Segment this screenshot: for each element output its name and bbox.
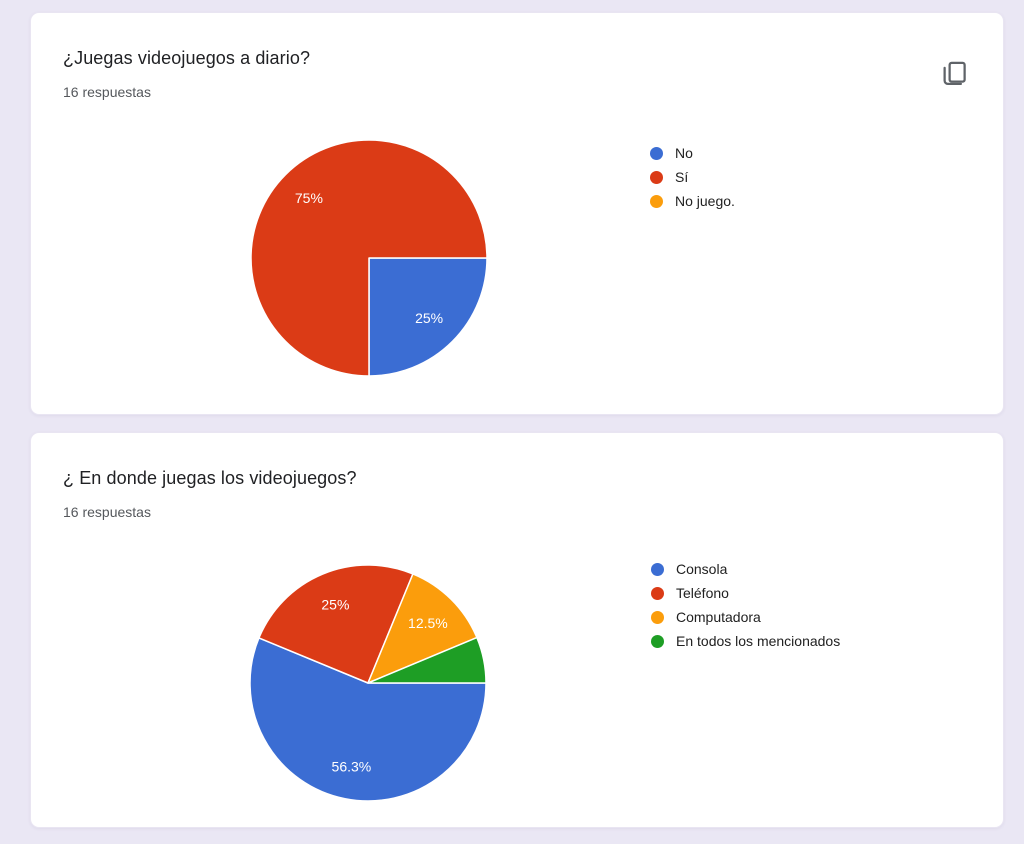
pie-slice-value-label: 25%	[415, 310, 443, 326]
legend-label: No juego.	[675, 193, 735, 209]
legend-item-telefono: Teléfono	[651, 581, 840, 605]
legend-item-si: Sí	[650, 165, 735, 189]
legend-color-dot	[650, 194, 663, 208]
legend-label: Teléfono	[676, 585, 729, 601]
question-title: ¿ En donde juegas los videojuegos?	[63, 468, 357, 488]
question-card-donde-juegas: ¿ En donde juegas los videojuegos? 16 re…	[30, 432, 1004, 828]
question-title: ¿Juegas videojuegos a diario?	[63, 48, 311, 68]
legend-label: En todos los mencionados	[676, 633, 841, 649]
pie-slice-value-label: 25%	[321, 597, 349, 613]
question-card-juegas-a-diario: ¿Juegas videojuegos a diario? 16 respues…	[30, 12, 1004, 415]
legend-color-dot	[651, 634, 664, 648]
pie-slice-value-label: 12.5%	[408, 615, 448, 631]
legend-item-en-todos-los-mencionados: En todos los mencionados	[651, 629, 840, 653]
legend-item-no-juego: No juego.	[650, 189, 735, 213]
chart-legend: Consola Teléfono Computadora En todos los m…	[651, 557, 840, 653]
legend-color-dot	[650, 170, 663, 184]
legend-item-no: No	[650, 141, 735, 165]
response-count: 16 respuestas	[63, 84, 151, 100]
pie-chart-donde-juegas: 56.3% 25% 12.5%	[249, 564, 487, 802]
pie-slice-consola[interactable]	[249, 637, 487, 802]
pie-slice-si[interactable]	[250, 139, 488, 377]
legend-color-dot	[651, 562, 664, 576]
legend-label: Computadora	[676, 609, 761, 625]
legend-item-computadora: Computadora	[651, 605, 840, 629]
pie-slice-no[interactable]	[368, 257, 488, 377]
pie-slice-value-label: 56.3%	[332, 758, 372, 774]
pie-chart-juegas-a-diario: 25% 75%	[250, 139, 488, 377]
copy-icon	[943, 61, 966, 85]
chart-legend: No Sí No juego.	[650, 141, 735, 213]
pie-slice-value-label: 75%	[295, 190, 323, 206]
response-count: 16 respuestas	[63, 504, 151, 520]
legend-label: Consola	[676, 561, 728, 577]
legend-color-dot	[650, 146, 663, 160]
pie-slice-en-todos-los-mencionados[interactable]	[367, 636, 487, 684]
copy-chart-button[interactable]	[935, 53, 973, 93]
legend-item-consola: Consola	[651, 557, 840, 581]
pie-slice-computadora[interactable]	[367, 573, 478, 684]
legend-label: No	[675, 145, 693, 161]
legend-label: Sí	[675, 169, 689, 185]
legend-color-dot	[651, 586, 664, 600]
pie-slice-telefono[interactable]	[258, 564, 414, 684]
legend-color-dot	[651, 610, 664, 624]
